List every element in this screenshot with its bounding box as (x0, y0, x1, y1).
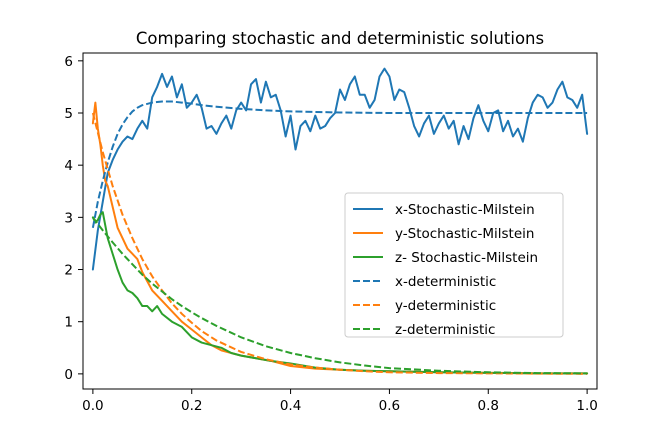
y-tick-label: 1 (64, 315, 73, 331)
series-line-5 (92, 216, 588, 375)
y-axis: 0 1 2 3 4 5 6 (64, 54, 83, 383)
legend: x-Stochastic-Milstein y-Stochastic-Milste… (344, 192, 564, 338)
x-tick-label: 0.4 (280, 398, 301, 414)
y-tick-label: 3 (64, 210, 73, 226)
x-axis: 0.0 0.2 0.4 0.6 0.8 1.0 (82, 389, 598, 414)
x-tick-label: 0.8 (478, 398, 499, 414)
series-layer (91, 67, 589, 375)
x-tick-label: 0.0 (82, 398, 103, 414)
x-tick-label: 0.2 (181, 398, 202, 414)
y-tick-label: 4 (64, 158, 73, 174)
series-line-3 (91, 100, 588, 228)
x-tick-label: 1.0 (576, 398, 597, 414)
legend-label: y-deterministic (395, 298, 496, 314)
chart-title: Comparing stochastic and deterministic s… (136, 29, 544, 48)
legend-box (344, 192, 564, 338)
x-tick-label: 0.6 (379, 398, 400, 414)
legend-label: x-Stochastic-Milstein (395, 202, 535, 218)
series-line-4 (91, 112, 588, 375)
plot-frame (82, 52, 598, 390)
legend-label: x-deterministic (395, 274, 496, 290)
legend-label: y-Stochastic-Milstein (395, 226, 534, 242)
y-tick-label: 2 (64, 263, 73, 279)
y-tick-label: 6 (64, 54, 73, 70)
legend-label: z- Stochastic-Milstein (395, 250, 538, 266)
y-tick-label: 0 (64, 367, 73, 383)
y-tick-label: 5 (64, 106, 73, 122)
series-line-0 (91, 67, 589, 271)
legend-label: z-deterministic (395, 322, 495, 338)
